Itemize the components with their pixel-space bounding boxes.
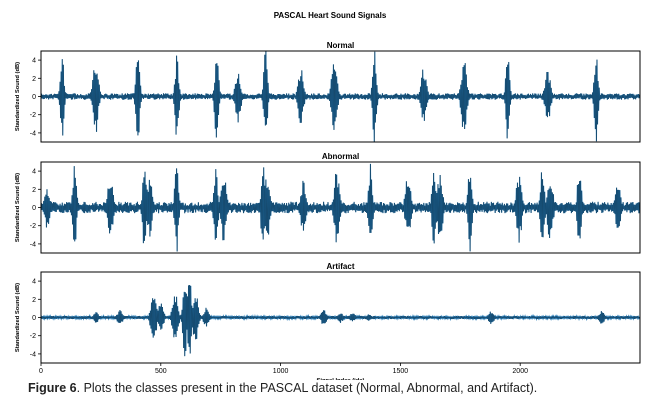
y-tick-label: -4 xyxy=(30,241,36,248)
y-tick-label: -2 xyxy=(30,112,36,119)
caption-label: Figure 6 xyxy=(28,381,77,395)
figure-caption: Figure 6. Plots the classes present in t… xyxy=(28,381,648,395)
caption-text: . Plots the classes present in the PASCA… xyxy=(76,381,538,395)
x-tick-label: 1500 xyxy=(393,368,409,375)
y-tick-label: -2 xyxy=(30,333,36,340)
y-tick-label: 4 xyxy=(32,279,36,286)
panel-artifact: Artifact Standardized Sound (dB) -4 -2 0 2 4 0 5… xyxy=(15,262,641,380)
y-tick-label: 0 xyxy=(32,315,36,322)
x-tick-label: 0 xyxy=(39,368,43,375)
x-tick-label: 1000 xyxy=(273,368,289,375)
figure-canvas: PASCAL Heart Sound Signals Normal Standar… xyxy=(15,11,641,380)
x-tick-label: 2000 xyxy=(512,368,528,375)
panel-abnormal: Abnormal Standardized Sound (dB) -4 -2 0 2 4 xyxy=(15,152,641,254)
y-tick-label: -4 xyxy=(30,351,36,358)
panel-title: Abnormal xyxy=(322,152,359,161)
x-tick-label: 500 xyxy=(155,368,167,375)
y-axis-label: Standardized Sound (dB) xyxy=(15,283,21,352)
y-tick-label: -4 xyxy=(30,130,36,137)
y-tick-label: -2 xyxy=(30,223,36,230)
y-tick-label: 4 xyxy=(32,58,36,65)
signal-trace-edge xyxy=(41,163,640,252)
y-tick-label: 2 xyxy=(32,187,36,194)
signal-trace-edge xyxy=(41,51,640,142)
y-tick-label: 4 xyxy=(32,169,36,176)
y-tick-label: 2 xyxy=(32,76,36,83)
signal-trace-edge xyxy=(41,285,640,357)
panel-title: Artifact xyxy=(326,262,354,271)
y-axis-label: Standardized Sound (dB) xyxy=(15,173,21,242)
y-tick-label: 0 xyxy=(32,205,36,212)
x-axis-label: Signal Index (idx) xyxy=(317,378,365,380)
panel-normal: Normal Standardized Sound (dB) -4 -2 0 2 4 xyxy=(15,41,641,143)
y-axis-label: Standardized Sound (dB) xyxy=(15,62,21,131)
figure-title: PASCAL Heart Sound Signals xyxy=(274,11,387,20)
y-tick-label: 0 xyxy=(32,94,36,101)
y-tick-label: 2 xyxy=(32,297,36,304)
panel-title: Normal xyxy=(327,41,355,50)
